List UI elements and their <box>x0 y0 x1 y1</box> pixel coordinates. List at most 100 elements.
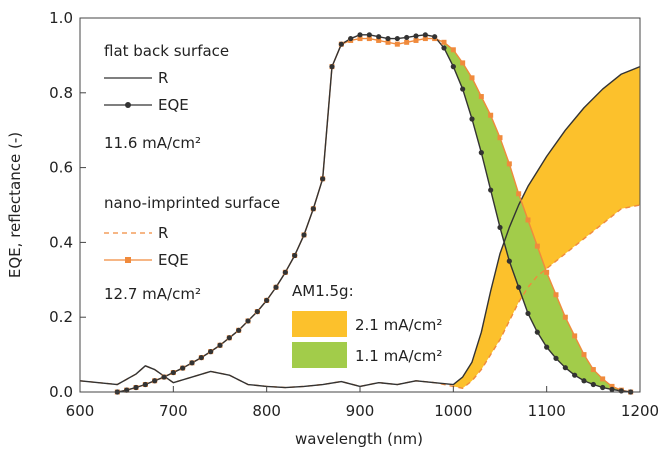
flat-EQE-marker <box>217 342 223 348</box>
flat-EQE-marker <box>572 372 578 378</box>
legend-nano-jsc: 12.7 mA/cm² <box>104 285 201 303</box>
x-tick-label: 800 <box>252 402 281 420</box>
flat-EQE-marker <box>301 232 307 238</box>
nano-EQE-marker <box>394 41 400 47</box>
nano-EQE-marker <box>478 94 484 100</box>
flat-EQE-marker <box>245 318 251 324</box>
flat-EQE-marker <box>581 378 587 384</box>
flat-EQE-marker <box>198 354 204 361</box>
flat-EQE-marker <box>450 64 456 70</box>
nano-EQE-marker <box>572 333 578 339</box>
nano-EQE-marker <box>450 47 456 53</box>
flat-EQE-marker <box>142 381 148 388</box>
legend-flat-title: flat back surface <box>104 42 229 60</box>
flat-EQE-marker <box>338 41 344 47</box>
flat-EQE-marker <box>282 269 288 275</box>
flat-EQE-marker <box>208 349 214 355</box>
legend-flat-EQE-marker <box>125 102 131 108</box>
flat-EQE-marker <box>236 327 242 333</box>
flat-EQE-marker <box>441 45 447 51</box>
nano-EQE-marker <box>422 36 428 42</box>
flat-EQE-marker <box>133 384 139 391</box>
nano-EQE-marker <box>544 269 550 275</box>
flat-EQE-marker <box>124 387 130 393</box>
nano-EQE-marker <box>562 314 568 320</box>
flat-EQE-marker <box>394 35 400 42</box>
x-tick-label: 1200 <box>621 402 659 420</box>
flat-EQE-marker <box>366 32 372 38</box>
flat-EQE-marker <box>460 86 466 92</box>
nano-EQE-marker <box>404 39 410 45</box>
nano-EQE-marker <box>441 39 447 45</box>
flat-EQE-marker <box>320 176 326 182</box>
x-axis-label: wavelength (nm) <box>295 430 423 448</box>
flat-EQE-marker <box>562 365 568 371</box>
legend-nano-EQE-marker <box>125 257 131 263</box>
flat-EQE-marker <box>180 365 186 371</box>
nano-EQE-marker <box>385 39 391 45</box>
flat-EQE-marker <box>170 369 176 376</box>
nano-EQE-marker <box>609 383 615 389</box>
flat-EQE-marker <box>385 35 391 42</box>
flat-EQE-marker <box>292 252 298 259</box>
flat-EQE-marker <box>422 32 428 38</box>
y-tick-label: 0.2 <box>49 308 73 326</box>
flat-EQE-marker <box>469 116 475 122</box>
legend-nano-EQE-label: EQE <box>158 251 189 269</box>
y-tick-label: 1.0 <box>49 9 73 27</box>
legend-EQE-gain-swatch <box>292 342 347 368</box>
flat-EQE-marker <box>600 384 606 391</box>
nano-EQE-marker <box>488 112 494 118</box>
flat-EQE-marker <box>534 329 540 335</box>
flat-EQE-marker <box>432 34 438 40</box>
nano-EQE-marker <box>366 36 372 42</box>
legend-flat-EQE-label: EQE <box>158 96 189 114</box>
y-tick-label: 0.0 <box>49 383 73 401</box>
y-tick-label: 0.6 <box>49 159 73 177</box>
flat-EQE-marker <box>618 388 624 394</box>
flat-EQE-marker <box>273 284 279 290</box>
flat-EQE-marker <box>609 386 615 392</box>
flat-EQE-marker <box>497 224 503 231</box>
nano-EQE-marker <box>413 37 419 43</box>
nano-EQE-marker <box>469 75 475 81</box>
y-tick-label: 0.4 <box>49 233 73 251</box>
series-markers <box>114 32 634 395</box>
flat-EQE-marker <box>189 360 195 366</box>
nano-EQE-marker <box>590 367 596 373</box>
flat-R-line <box>79 65 641 389</box>
nano-EQE-marker <box>581 352 587 358</box>
flat-EQE-marker <box>226 335 232 341</box>
flat-EQE-marker <box>478 150 484 156</box>
flat-EQE-marker <box>357 32 363 38</box>
x-tick-label: 600 <box>66 402 95 420</box>
legend-nano-title: nano-imprinted surface <box>104 194 280 212</box>
flat-EQE-marker <box>544 344 550 350</box>
flat-EQE-marker <box>516 284 522 290</box>
flat-EQE-marker <box>348 35 354 42</box>
nano-EQE-marker <box>534 243 540 249</box>
legend-R-gain-label: 2.1 mA/cm² <box>355 316 442 334</box>
x-tick-label: 1100 <box>528 402 566 420</box>
legend-flat-jsc: 11.6 mA/cm² <box>104 134 201 152</box>
flat-EQE-marker <box>404 34 410 41</box>
nano-EQE-marker <box>376 37 382 43</box>
flat-EQE-marker <box>525 310 531 317</box>
flat-EQE-marker <box>376 34 382 40</box>
flat-EQE-marker <box>553 355 559 361</box>
legend-am-title: AM1.5g: <box>292 282 354 300</box>
flat-EQE-marker <box>488 187 494 193</box>
flat-EQE-marker <box>254 308 260 315</box>
y-tick-label: 0.8 <box>49 84 73 102</box>
nano-EQE-marker <box>460 60 466 66</box>
x-tick-label: 700 <box>159 402 188 420</box>
flat-EQE-marker <box>152 378 158 384</box>
flat-EQE-marker <box>413 33 419 39</box>
nano-EQE-marker <box>497 135 503 141</box>
flat-EQE-marker <box>161 374 167 380</box>
reflectance-gain-area <box>453 66 640 389</box>
legend-nano-R-label: R <box>158 224 168 242</box>
legend-R-gain-swatch <box>292 311 347 337</box>
nano-EQE-marker <box>525 217 531 223</box>
